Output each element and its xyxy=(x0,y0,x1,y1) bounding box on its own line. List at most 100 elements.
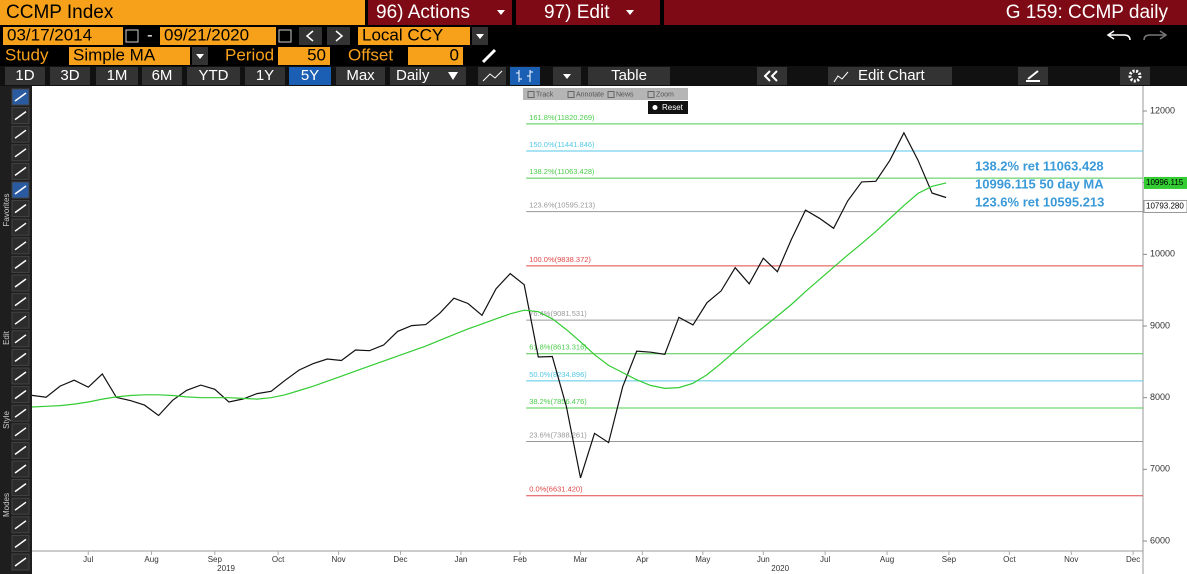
range-button[interactable] xyxy=(142,67,182,85)
collapse-icon xyxy=(763,70,778,82)
fib-label: 138.2%(11063.428) xyxy=(529,167,595,176)
line-chart-icon xyxy=(482,70,503,82)
bar-chart-icon xyxy=(516,70,533,82)
range-label: 5Y xyxy=(301,67,319,84)
chart-tool-strip xyxy=(523,88,688,100)
fib-label: 61.8%(8613.316) xyxy=(529,343,587,352)
bar-chart-button[interactable] xyxy=(510,67,540,85)
calendar-icon[interactable] xyxy=(278,29,292,43)
x-tick-label: Sep xyxy=(208,555,223,564)
settings-button[interactable] xyxy=(1120,67,1150,85)
side-tool-icon xyxy=(14,278,27,288)
side-tool-icon xyxy=(14,259,27,270)
annotation: 138.2% ret 11063.428 xyxy=(975,158,1104,173)
window-title: G 159: CCMP daily xyxy=(1006,2,1169,23)
side-tool-icon xyxy=(14,315,27,325)
x-tick-label: Dec xyxy=(1126,555,1140,564)
y-tick-label: 7000 xyxy=(1150,464,1170,474)
dropdown-arrow xyxy=(196,54,204,59)
settings-icon xyxy=(1128,69,1142,83)
edit: 97) Edit xyxy=(544,2,610,23)
range-button[interactable] xyxy=(187,67,240,85)
edit-menu[interactable] xyxy=(516,0,660,25)
side-tool-icon xyxy=(14,222,27,232)
actions-menu[interactable] xyxy=(368,0,512,25)
date-end-field[interactable] xyxy=(160,27,276,45)
y-tick-label: 12000 xyxy=(1150,105,1175,115)
edit-chart-icon xyxy=(833,71,849,83)
offset-field[interactable] xyxy=(408,47,463,65)
chart-area xyxy=(32,86,1187,574)
fib-label: 150.0%(11441.846) xyxy=(529,140,595,149)
side-tool-icon xyxy=(14,501,27,511)
ma-tag xyxy=(1144,176,1187,189)
calendar-icon[interactable] xyxy=(125,29,139,43)
x-tick-label: Sep xyxy=(942,555,957,564)
chart-tool[interactable]: Zoom xyxy=(656,91,674,98)
study: Simple MA xyxy=(73,45,156,64)
side-tool-icon xyxy=(14,371,27,381)
range-button[interactable] xyxy=(289,67,331,85)
study-label: Study xyxy=(5,45,49,64)
x-tick-label: Aug xyxy=(880,555,894,564)
range-label: 3D xyxy=(60,67,79,84)
pen-icon[interactable] xyxy=(481,48,497,64)
x-tick-label: Nov xyxy=(331,555,345,564)
range-label: 1D xyxy=(15,67,34,84)
side-tool-icon xyxy=(14,92,27,102)
range-button[interactable] xyxy=(245,67,285,85)
next-button[interactable] xyxy=(327,27,350,45)
chart-tool[interactable]: Track xyxy=(536,91,554,98)
chart-tool-icon xyxy=(647,91,655,98)
edit-chart: Edit Chart xyxy=(858,67,926,84)
fib-label: 0.0%(6631.420) xyxy=(529,485,583,494)
x-tick-label: Oct xyxy=(1003,555,1016,564)
range-label: 1M xyxy=(107,67,128,84)
chart-tool-icon xyxy=(527,91,535,98)
range-label: 1Y xyxy=(256,67,274,84)
chart-tool[interactable]: Annotate xyxy=(576,91,604,98)
currency-field[interactable] xyxy=(358,27,470,45)
period-label: Period xyxy=(225,45,274,64)
chart-tool[interactable]: News xyxy=(616,91,634,98)
dropdown-arrow xyxy=(448,72,458,80)
reset: Reset xyxy=(662,103,684,112)
annotate-icon xyxy=(1026,70,1040,82)
undo-icon[interactable] xyxy=(1106,30,1131,41)
dropdown-arrow xyxy=(497,10,505,15)
table-button[interactable] xyxy=(588,67,670,85)
side-label: Favorites xyxy=(2,194,11,227)
redo-icon[interactable] xyxy=(1143,30,1168,41)
y-tick-label: 8000 xyxy=(1150,392,1170,402)
x-tick-label: Jan xyxy=(454,555,467,564)
actions: 96) Actions xyxy=(376,2,470,23)
year-label: 2019 xyxy=(217,564,235,573)
side-tool-icon xyxy=(14,203,27,214)
x-tick-label: Oct xyxy=(272,555,285,564)
date-start-field[interactable] xyxy=(3,27,123,45)
side-tool-icon xyxy=(14,445,27,456)
study-field[interactable] xyxy=(69,47,190,65)
range-button[interactable] xyxy=(336,67,385,85)
y-tick-label: 9000 xyxy=(1150,320,1170,330)
reset-button[interactable] xyxy=(648,101,688,114)
reset-icon xyxy=(652,105,658,110)
fib-label: 23.6%(7388.261) xyxy=(529,430,587,439)
range-button[interactable] xyxy=(96,67,138,85)
frequency-button[interactable] xyxy=(390,67,466,85)
x-tick-label: Aug xyxy=(144,555,158,564)
side-tool-icon xyxy=(14,241,27,251)
range-button[interactable] xyxy=(50,67,90,85)
x-tick-label: Dec xyxy=(393,555,407,564)
dropdown-arrow xyxy=(626,10,634,15)
security-field[interactable] xyxy=(0,0,365,25)
period-field[interactable] xyxy=(278,47,330,65)
prev-button[interactable] xyxy=(299,27,322,45)
date-separator: - xyxy=(147,25,153,44)
side-tool-icon xyxy=(14,464,27,474)
frequency: Daily xyxy=(396,67,430,84)
side-tool-icon xyxy=(14,185,27,195)
edit-chart-button[interactable] xyxy=(828,67,952,85)
range-button[interactable] xyxy=(5,67,45,85)
